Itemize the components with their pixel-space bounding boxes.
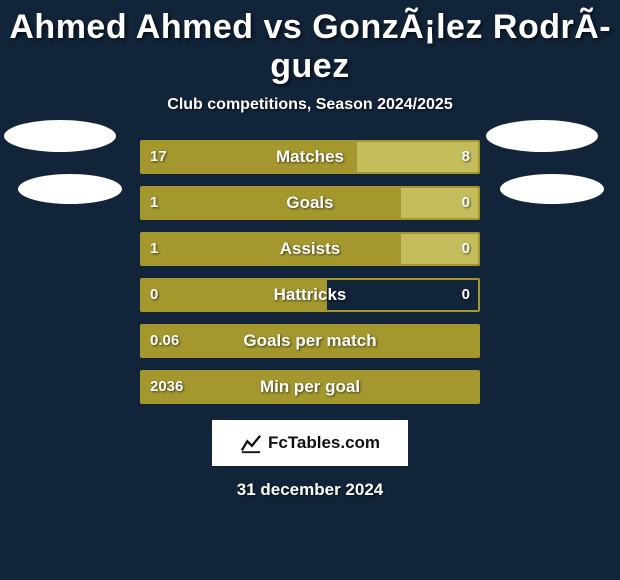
page-title: Ahmed Ahmed vs GonzÃ¡lez RodrÃ­guez — [0, 8, 620, 86]
decorative-ellipse — [18, 174, 122, 204]
bar-right — [401, 234, 478, 264]
bar-frame — [140, 370, 480, 404]
bar-frame — [140, 232, 480, 266]
stat-row: Hattricks00 — [0, 278, 620, 314]
bar-left — [142, 280, 327, 310]
bar-frame — [140, 278, 480, 312]
bar-left — [142, 142, 357, 172]
logo-text: FcTables.com — [268, 433, 380, 453]
logo-box[interactable]: FcTables.com — [212, 420, 408, 466]
comparison-card: Ahmed Ahmed vs GonzÃ¡lez RodrÃ­guez Club… — [0, 0, 620, 500]
date-label: 31 december 2024 — [0, 480, 620, 500]
chart-icon — [240, 432, 262, 454]
bar-frame — [140, 140, 480, 174]
stat-row: Assists10 — [0, 232, 620, 268]
bar-frame — [140, 324, 480, 358]
decorative-ellipse — [486, 120, 598, 152]
stat-row: Goals per match0.06 — [0, 324, 620, 360]
bar-left — [142, 372, 478, 402]
bar-frame — [140, 186, 480, 220]
bar-left — [142, 326, 478, 356]
page-subtitle: Club competitions, Season 2024/2025 — [0, 96, 620, 114]
bar-left — [142, 188, 401, 218]
decorative-ellipse — [4, 120, 116, 152]
bar-right — [401, 188, 478, 218]
decorative-ellipse — [500, 174, 604, 204]
bar-right — [357, 142, 478, 172]
stat-row: Min per goal2036 — [0, 370, 620, 406]
bar-left — [142, 234, 401, 264]
